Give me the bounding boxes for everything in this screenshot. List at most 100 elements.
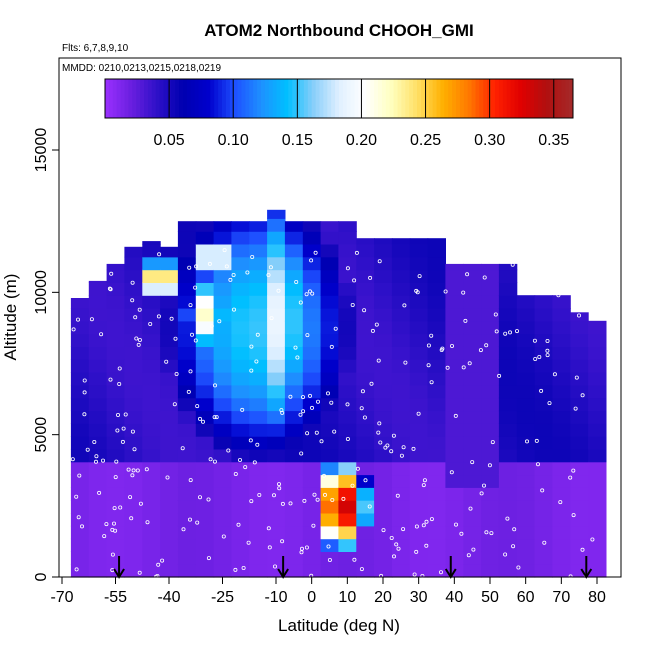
colorbar-swatch: [432, 79, 437, 118]
track-point: [310, 291, 315, 296]
track-point: [420, 574, 425, 579]
colorbar-swatch: [303, 79, 309, 118]
track-point: [155, 574, 160, 579]
plot-frame: [58, 57, 622, 578]
curtain-cell: [534, 410, 553, 424]
x-tick-label: 20: [374, 589, 392, 606]
track-point: [580, 393, 585, 398]
curtain-cell: [195, 243, 215, 258]
curtain-cell: [177, 295, 197, 309]
curtain-cell: [534, 448, 553, 463]
curtain-cell: [160, 397, 179, 412]
curtain-cell: [320, 500, 339, 514]
curtain-cell: [481, 333, 500, 347]
curtain-cell: [70, 513, 90, 527]
track-point: [385, 443, 390, 448]
track-point: [148, 321, 153, 326]
curtain-cell: [445, 538, 464, 552]
track-point: [461, 290, 466, 295]
track-point: [360, 389, 365, 394]
track-point: [94, 454, 99, 459]
curtain-cell: [267, 500, 286, 514]
curtain-cell: [534, 474, 553, 488]
curtain-cell: [391, 372, 411, 386]
curtain-cell: [391, 487, 411, 501]
track-point: [547, 401, 552, 406]
curtain-cell: [338, 474, 357, 488]
track-point: [512, 527, 517, 532]
colorbar-swatch: [452, 79, 457, 118]
curtain-cell: [195, 372, 215, 386]
curtain-cell: [338, 221, 357, 232]
colorbar-swatch: [526, 79, 531, 118]
track-point: [212, 459, 217, 464]
curtain-cell: [498, 423, 518, 437]
curtain-cell: [177, 423, 197, 437]
track-point: [467, 361, 472, 366]
curtain-cell: [88, 436, 108, 450]
curtain-cell: [338, 487, 357, 501]
track-point: [350, 302, 355, 307]
track-point: [115, 428, 120, 433]
flights-note: Flts: 6,7,8,9,10: [62, 43, 129, 54]
colorbar-swatch: [151, 79, 157, 118]
curtain-cell: [267, 359, 286, 373]
curtain-cell: [498, 359, 518, 373]
curtain-cell: [124, 246, 143, 258]
curtain-cell: [356, 295, 375, 309]
track-point: [471, 547, 476, 552]
curtain-cell: [284, 513, 304, 527]
track-point: [362, 308, 367, 313]
track-point: [417, 274, 422, 279]
curtain-cell: [195, 221, 215, 232]
track-point: [443, 289, 448, 294]
curtain-cell: [409, 461, 429, 476]
curtain-cell: [177, 221, 197, 232]
colorbar-swatch: [514, 79, 519, 118]
curtain-cell: [338, 564, 357, 578]
y-tick-label: 0: [33, 572, 50, 581]
track-point: [545, 348, 550, 353]
curtain-cell: [570, 320, 589, 335]
curtain-cell: [284, 282, 304, 296]
track-point: [135, 468, 140, 473]
colorbar-swatch: [389, 79, 395, 118]
colorbar-swatch: [417, 79, 422, 118]
track-point: [537, 354, 542, 359]
curtain-cell: [249, 221, 268, 232]
curtain-cell: [177, 448, 197, 463]
x-tick-label: -40: [157, 589, 180, 606]
track-point: [181, 527, 186, 532]
curtain-cell: [213, 295, 232, 309]
colorbar-swatch: [339, 79, 344, 118]
track-point: [503, 552, 508, 557]
curtain-cell: [481, 423, 500, 437]
curtain-cell: [409, 333, 429, 347]
track-point: [269, 316, 274, 321]
x-tick-label: 0: [307, 589, 316, 606]
colorbar-swatch: [245, 79, 250, 118]
curtain-cell: [552, 423, 571, 437]
curtain-cell: [70, 500, 90, 514]
colorbar-swatch: [144, 79, 149, 118]
colorbar-swatch: [370, 79, 375, 118]
curtain-cell: [374, 500, 393, 514]
track-point: [156, 562, 161, 567]
curtain-cell: [338, 243, 357, 258]
curtain-cell: [142, 269, 161, 283]
track-point: [332, 429, 337, 434]
track-point: [374, 322, 379, 327]
track-point: [187, 517, 192, 522]
curtain-cell: [409, 295, 429, 309]
curtain-cell: [213, 461, 232, 476]
track-point: [295, 355, 300, 360]
colorbar-swatch: [190, 79, 196, 118]
track-point: [304, 545, 309, 550]
curtain-cell: [249, 538, 268, 552]
track-point: [315, 497, 320, 502]
track-point: [254, 359, 259, 364]
curtain-cell: [213, 256, 232, 271]
track-point: [493, 312, 498, 317]
curtain-cell: [374, 525, 393, 540]
colorbar-swatch: [541, 79, 547, 118]
